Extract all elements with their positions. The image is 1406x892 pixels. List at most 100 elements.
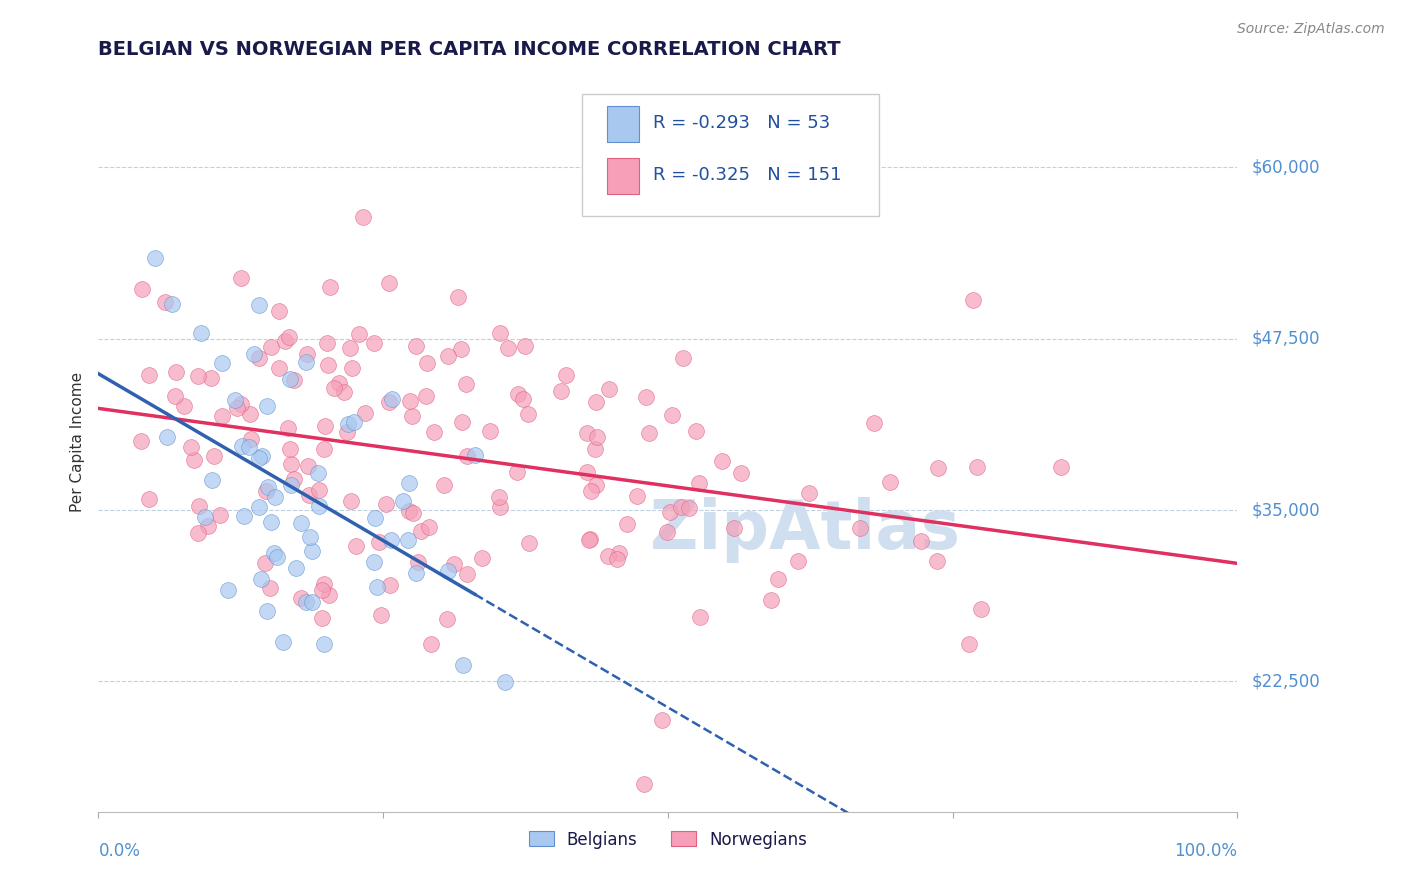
Point xyxy=(661,409,683,423)
Point xyxy=(211,356,233,370)
Point xyxy=(308,483,330,497)
Point xyxy=(224,393,246,408)
Text: 100.0%: 100.0% xyxy=(1174,842,1237,860)
Point xyxy=(254,556,277,570)
Point xyxy=(165,365,187,379)
Point xyxy=(479,424,502,438)
Point xyxy=(658,505,681,519)
Text: BELGIAN VS NORWEGIAN PER CAPITA INCOME CORRELATION CHART: BELGIAN VS NORWEGIAN PER CAPITA INCOME C… xyxy=(98,39,841,59)
Point xyxy=(318,588,340,602)
Point xyxy=(283,374,305,388)
Point xyxy=(217,583,239,598)
Point xyxy=(678,500,700,515)
Point xyxy=(278,442,301,457)
Point xyxy=(340,494,363,508)
Point xyxy=(307,466,329,480)
Point xyxy=(156,430,179,444)
Point xyxy=(583,442,606,456)
Point xyxy=(231,397,253,411)
Point xyxy=(257,480,280,494)
Point xyxy=(343,415,366,429)
Point xyxy=(555,368,578,383)
Point xyxy=(312,576,335,591)
Point xyxy=(401,409,423,423)
Point xyxy=(585,478,607,492)
Point xyxy=(263,546,285,560)
Point xyxy=(579,532,602,546)
Point xyxy=(418,520,440,534)
Point xyxy=(352,210,374,224)
Point xyxy=(596,549,619,563)
Point xyxy=(267,361,290,376)
Point xyxy=(131,282,153,296)
Point xyxy=(322,381,344,395)
Point xyxy=(957,637,980,651)
Point xyxy=(277,420,299,434)
Point xyxy=(283,472,305,486)
Text: R = -0.293   N = 53: R = -0.293 N = 53 xyxy=(652,114,831,132)
Point xyxy=(301,595,323,609)
Point xyxy=(576,425,599,440)
Point xyxy=(638,425,661,440)
Point xyxy=(344,539,367,553)
Point xyxy=(311,582,333,597)
Point xyxy=(197,519,219,533)
Point xyxy=(368,534,391,549)
Point xyxy=(671,500,693,514)
Point xyxy=(579,484,602,499)
FancyBboxPatch shape xyxy=(582,94,879,216)
Point xyxy=(267,303,290,318)
Point xyxy=(336,425,359,439)
Point xyxy=(138,491,160,506)
Point xyxy=(187,525,209,540)
Point xyxy=(406,555,429,569)
Point xyxy=(688,475,710,490)
Point xyxy=(336,417,359,431)
Point xyxy=(633,777,655,791)
Point xyxy=(295,347,318,361)
Point xyxy=(415,389,437,403)
Point xyxy=(489,326,512,340)
Point xyxy=(496,341,519,355)
Point xyxy=(910,533,932,548)
Text: R = -0.325   N = 151: R = -0.325 N = 151 xyxy=(652,166,842,184)
Point xyxy=(339,342,361,356)
Point xyxy=(297,459,319,474)
Point xyxy=(443,558,465,572)
Point xyxy=(381,392,404,406)
Point xyxy=(211,409,233,423)
Point xyxy=(187,499,209,513)
Point xyxy=(226,401,249,416)
Point xyxy=(759,593,782,607)
Bar xyxy=(607,106,640,142)
Point xyxy=(799,486,821,500)
Point xyxy=(398,504,420,518)
Point xyxy=(259,340,281,354)
Point xyxy=(312,442,335,456)
Text: $60,000: $60,000 xyxy=(1251,159,1320,177)
Text: ZipAtlas: ZipAtlas xyxy=(650,498,959,564)
Point xyxy=(363,555,385,569)
Point xyxy=(347,327,370,342)
Point xyxy=(187,368,209,383)
Point xyxy=(723,521,745,535)
Point xyxy=(353,406,375,420)
Point xyxy=(247,297,270,311)
Point xyxy=(280,478,302,492)
Point xyxy=(180,440,202,454)
Point xyxy=(651,714,673,728)
Point xyxy=(363,511,385,525)
Point xyxy=(494,675,516,690)
Point xyxy=(183,453,205,467)
Point xyxy=(370,607,392,622)
Point xyxy=(517,536,540,550)
Point xyxy=(471,550,494,565)
Point xyxy=(966,459,988,474)
Point xyxy=(436,613,458,627)
Point xyxy=(250,572,273,586)
Point xyxy=(256,604,278,618)
Point xyxy=(606,552,628,566)
Point xyxy=(378,578,401,592)
Point xyxy=(278,329,301,343)
Bar xyxy=(607,158,640,194)
